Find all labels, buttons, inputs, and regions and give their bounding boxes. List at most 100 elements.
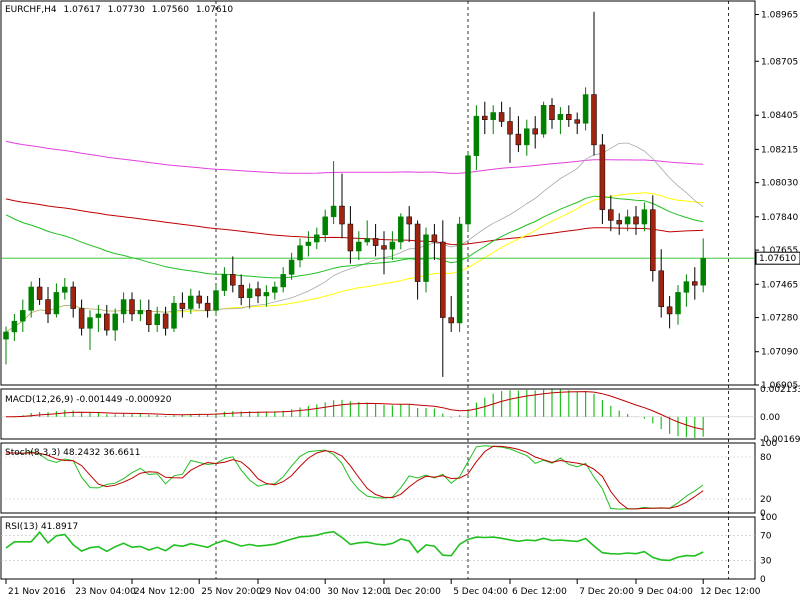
- ema-line: [5, 195, 704, 279]
- candle-body: [196, 295, 202, 304]
- candle-body: [549, 105, 555, 120]
- candle-body: [540, 105, 547, 135]
- price-tick-label: 1.07465: [761, 280, 798, 290]
- time-tick-label: 30 Nov 12:00: [327, 587, 388, 597]
- stoch-indicator: 100 80 20 0: [1, 439, 777, 519]
- candle-body: [95, 313, 102, 318]
- price-tick-label: 1.08215: [761, 145, 798, 155]
- candle-body: [532, 128, 538, 135]
- time-tick-label: 6 Dec 12:00: [512, 587, 567, 597]
- candle-body: [230, 274, 236, 286]
- candle-body: [20, 310, 26, 322]
- macd-label: MACD(12,26,9) -0.001449 -0.000920: [5, 395, 172, 405]
- candle-body: [297, 245, 303, 261]
- macd-indicator: 0.002133 0.00 -0.001698: [1, 385, 800, 445]
- chart-header: EURCHF,H4 1.07617 1.07730 1.07560 1.0761…: [5, 5, 233, 15]
- candle-body: [204, 302, 211, 311]
- candle-body: [372, 238, 379, 246]
- candle-body: [347, 223, 354, 252]
- candle-body: [137, 310, 144, 315]
- candle-body: [633, 216, 639, 225]
- candle-body: [263, 292, 270, 297]
- stoch-pane: [0, 442, 756, 514]
- candle-body: [524, 128, 530, 146]
- price-tick-label: 1.06905: [761, 381, 798, 391]
- time-tick-label: 24 Nov 12:00: [134, 587, 195, 597]
- stoch-signal-line: [6, 445, 704, 510]
- candle-body: [666, 306, 673, 315]
- candle-body: [658, 270, 664, 308]
- candle-body: [448, 317, 454, 324]
- candle-body: [36, 286, 43, 300]
- candle-body: [616, 220, 622, 225]
- candle-body: [465, 155, 471, 225]
- open-value: 1.07617: [64, 5, 101, 15]
- candle-body: [330, 205, 337, 218]
- sma-long-line: [5, 140, 704, 174]
- candle-body: [246, 288, 253, 299]
- candle-body: [129, 299, 135, 315]
- candle-body: [78, 308, 85, 329]
- candle-body: [557, 114, 564, 120]
- candle-body: [675, 292, 681, 315]
- stoch-tick-label: 20: [760, 495, 772, 505]
- candle-body: [171, 302, 177, 329]
- candle-body: [692, 281, 698, 286]
- symbol-label: EURCHF,H4: [5, 5, 57, 15]
- rsi-tick-label: 100: [760, 513, 777, 523]
- candle-body: [456, 223, 463, 324]
- candle-body: [482, 115, 488, 120]
- candle-body: [112, 313, 118, 331]
- candle-body: [650, 209, 656, 272]
- candle-body: [566, 114, 572, 120]
- rsi-label: RSI(13) 41.8917: [5, 522, 78, 532]
- candle-body: [87, 317, 93, 329]
- candle-body: [599, 144, 606, 210]
- candle-body: [490, 112, 496, 120]
- candle-body: [515, 133, 522, 146]
- macd-tick-label: 0.002133: [760, 385, 800, 395]
- price-axis: 1.08965 1.08705 1.08405 1.08215 1.08030 1.078…: [755, 10, 800, 391]
- candle-body: [624, 216, 631, 225]
- candle-body: [700, 257, 706, 286]
- candle-body: [314, 234, 320, 243]
- rsi-pane: [0, 516, 756, 580]
- candle-body: [305, 241, 312, 246]
- macd-pane: [0, 388, 756, 440]
- low-value: 1.07560: [152, 5, 189, 15]
- time-tick-label: 1 Dec 20:00: [386, 587, 441, 597]
- time-tick-label: 23 Nov 04:00: [75, 587, 136, 597]
- time-tick-label: 29 Nov 04:00: [260, 587, 321, 597]
- candle-body: [423, 234, 429, 282]
- candle-body: [406, 216, 412, 225]
- high-value: 1.07730: [108, 5, 145, 15]
- candle-body: [238, 284, 244, 299]
- candle-body: [162, 313, 169, 329]
- candle-body: [53, 292, 60, 315]
- candle-body: [104, 313, 110, 331]
- candle-body: [288, 259, 295, 275]
- candle-body: [339, 205, 345, 225]
- candle-body: [582, 94, 589, 124]
- candlesticks: [3, 11, 706, 377]
- candle-body: [272, 286, 278, 293]
- stoch-tick-label: 0: [760, 509, 766, 519]
- rsi-line: [5, 530, 704, 562]
- price-tick-label: 1.07280: [761, 314, 798, 324]
- price-tick-label: 1.07840: [761, 213, 798, 223]
- candle-body: [507, 121, 513, 135]
- candle-body: [62, 286, 68, 293]
- rsi-tick-label: 30: [760, 556, 772, 566]
- candle-body: [591, 94, 597, 146]
- candle-body: [213, 290, 219, 311]
- price-pane: [0, 0, 756, 386]
- price-tick-label: 1.08030: [761, 179, 798, 189]
- price-tick-label: 1.07090: [761, 348, 798, 358]
- time-tick-label: 9 Dec 04:00: [638, 587, 693, 597]
- rsi-indicator: 100 70 30 0: [1, 513, 777, 585]
- macd-signal-line: [5, 391, 704, 430]
- price-tick-label: 1.08405: [761, 111, 798, 121]
- macd-tick-label: 0.00: [760, 413, 780, 423]
